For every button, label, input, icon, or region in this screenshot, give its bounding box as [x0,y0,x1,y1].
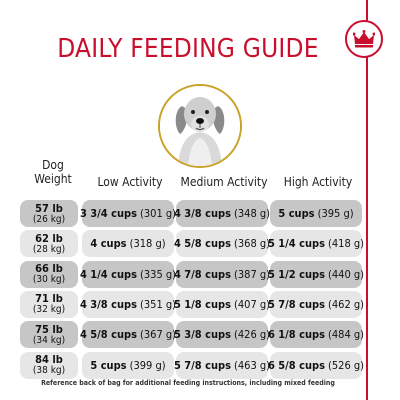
cups-amount: 4 cups [90,237,127,251]
weight-lb: 84 lb [35,353,63,366]
weight-lb: 75 lb [35,322,63,336]
weight-kg: (34 kg) [32,334,66,346]
weight-kg: (28 kg) [32,243,66,255]
table-row: 75 lb (34 kg) 4 5/8 cups (367 g) 5 3/8 cups(… [20,321,365,349]
table-row: 66 lb (30 kg) 4 1/4 cups (335 g) 4 7/8 cups(… [20,260,365,288]
medium-activity-cell: 5 1/8 cups (407 g) [173,290,271,318]
weight-kg: (32 kg) [32,304,66,316]
weight-kg: (38 kg) [32,365,66,376]
cups-amount: 4 3/8 cups [79,297,137,311]
grams-amount: (367 g) [140,328,177,342]
cups-amount: 5 1/8 cups [173,297,231,311]
weight-cell: 57 lb (26 kg) [20,200,78,227]
high-activity-cell: 5 1/4 cups (418 g) [267,230,365,258]
grams-amount: (387 g) [234,267,271,281]
weight-lb: 57 lb [35,201,63,215]
cups-amount: 6 5/8 cups [267,358,325,372]
weight-lb: 71 lb [35,292,63,306]
golden-retriever-photo [158,84,242,168]
low-activity-cell: 5 cups (399 g) [82,351,174,379]
table-row: 62 lb (28 kg) 4 cups (318 g) 4 5/8 cups (368 … [20,230,365,258]
cups-amount: 5 3/8 cups [173,328,231,342]
low-activity-cell: 4 cups (318 g) [82,230,174,258]
cups-amount: 6 1/8 cups [267,328,325,342]
header-high-activity: High Activity [283,175,353,189]
grams-amount: (318 g) [129,237,166,251]
grams-amount: (418 g) [328,237,365,251]
grams-amount: (301 g) [140,207,177,220]
cups-amount: 4 5/8 cups [173,237,231,251]
grams-amount: (407 g) [234,297,271,311]
cups-amount: 5 cups [278,207,315,220]
table-row: 84 lb (38 kg) 5 cups (399 g) 5 7/8 cups (463 … [20,351,365,379]
brand-badge [345,20,383,58]
high-activity-cell: 5 7/8 cups (462 g) [267,290,365,318]
header-medium-activity: Medium Activity [180,175,268,189]
high-activity-cell: 5 1/2 cups (440 g) [267,260,365,288]
cups-amount: 5 1/2 cups [267,267,325,281]
grams-amount: (484 g) [328,328,365,342]
header-low-activity: Low Activity [97,175,163,189]
weight-lb: 66 lb [35,262,63,276]
grams-amount: (351 g) [140,297,177,311]
grams-amount: (395 g) [317,207,354,220]
medium-activity-cell: 5 7/8 cups (463 g) [173,351,271,379]
grams-amount: (462 g) [328,297,365,311]
grams-amount: (368 g) [234,237,271,251]
low-activity-cell: 4 5/8 cups (367 g) [79,321,177,349]
table-row: 57 lb (26 kg) 3 3/4 cups (301 g) 4 3/8 cups(… [20,200,364,227]
weight-lb: 62 lb [35,231,63,245]
weight-cell: 84 lb (38 kg) [20,351,78,379]
weight-cell: 71 lb (32 kg) [20,290,78,318]
grams-amount: (440 g) [328,267,365,281]
low-activity-cell: 4 3/8 cups (351 g) [79,290,177,318]
grams-amount: (426 g) [234,328,271,342]
page-title: DAILY FEEDING GUIDE [57,34,319,64]
cups-amount: 5 1/4 cups [267,237,325,251]
medium-activity-cell: 5 3/8 cups (426 g) [173,321,271,349]
crown-icon [353,30,375,48]
header-dog-weight: Dog Weight [34,158,72,186]
cups-amount: 5 cups [90,358,127,372]
grams-amount: (463 g) [234,358,271,372]
weight-cell: 75 lb (34 kg) [20,321,78,349]
footer-note: Reference back of bag for additional fee… [41,379,335,387]
cups-amount: 4 5/8 cups [79,328,137,342]
cups-amount: 5 7/8 cups [267,297,325,311]
cups-amount: 4 3/8 cups [173,207,231,220]
table-row: 71 lb (32 kg) 4 3/8 cups (351 g) 5 1/8 cups(… [20,290,365,318]
table-header: Dog Weight Low Activity Medium Activity … [20,158,364,202]
grams-amount: (335 g) [140,267,177,281]
cups-amount: 5 7/8 cups [173,358,231,372]
grams-amount: (526 g) [328,358,365,372]
medium-activity-cell: 4 3/8 cups (348 g) [173,200,271,227]
weight-kg: (30 kg) [32,274,66,286]
cups-amount: 4 7/8 cups [173,267,231,281]
high-activity-cell: 6 5/8 cups (526 g) [267,351,365,379]
high-activity-cell: 5 cups (395 g) [270,200,362,227]
grams-amount: (399 g) [129,358,166,372]
medium-activity-cell: 4 7/8 cups (387 g) [173,260,271,288]
medium-activity-cell: 4 5/8 cups (368 g) [173,230,271,258]
low-activity-cell: 3 3/4 cups (301 g) [79,200,177,227]
high-activity-cell: 6 1/8 cups (484 g) [267,321,365,349]
cups-amount: 4 1/4 cups [79,267,137,281]
weight-kg: (26 kg) [32,213,66,225]
grams-amount: (348 g) [234,207,271,220]
low-activity-cell: 4 1/4 cups (335 g) [79,260,177,288]
weight-cell: 62 lb (28 kg) [20,230,78,258]
weight-cell: 66 lb (30 kg) [20,260,78,288]
brand-side-line [366,0,400,400]
cups-amount: 3 3/4 cups [79,207,137,220]
